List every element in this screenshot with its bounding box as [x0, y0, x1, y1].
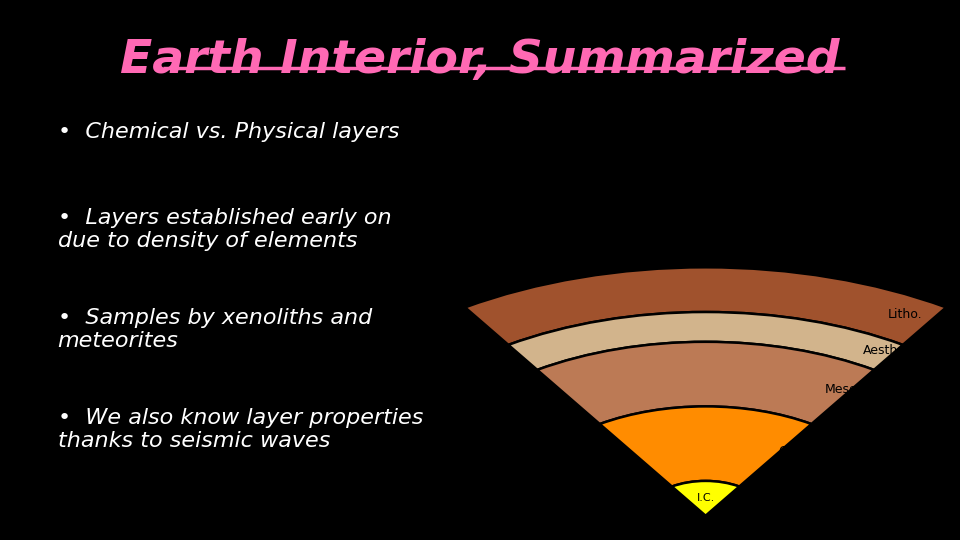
Wedge shape	[509, 312, 902, 370]
Text: O.C.: O.C.	[779, 445, 804, 458]
Text: •  Chemical vs. Physical layers: • Chemical vs. Physical layers	[58, 122, 399, 141]
Wedge shape	[672, 481, 739, 516]
Wedge shape	[465, 267, 947, 345]
Text: I.C.: I.C.	[696, 494, 715, 503]
Text: •  Layers established early on
due to density of elements: • Layers established early on due to den…	[58, 208, 392, 251]
Text: •  Samples by xenoliths and
meteorites: • Samples by xenoliths and meteorites	[58, 308, 372, 351]
Wedge shape	[600, 407, 811, 487]
Text: •  We also know layer properties
thanks to seismic waves: • We also know layer properties thanks t…	[58, 408, 423, 451]
Text: Earth Interior, Summarized: Earth Interior, Summarized	[120, 38, 840, 83]
Wedge shape	[538, 342, 874, 424]
Text: Aestheno.: Aestheno.	[863, 343, 925, 357]
Text: Meso.: Meso.	[825, 383, 861, 396]
Text: Litho.: Litho.	[888, 308, 923, 321]
